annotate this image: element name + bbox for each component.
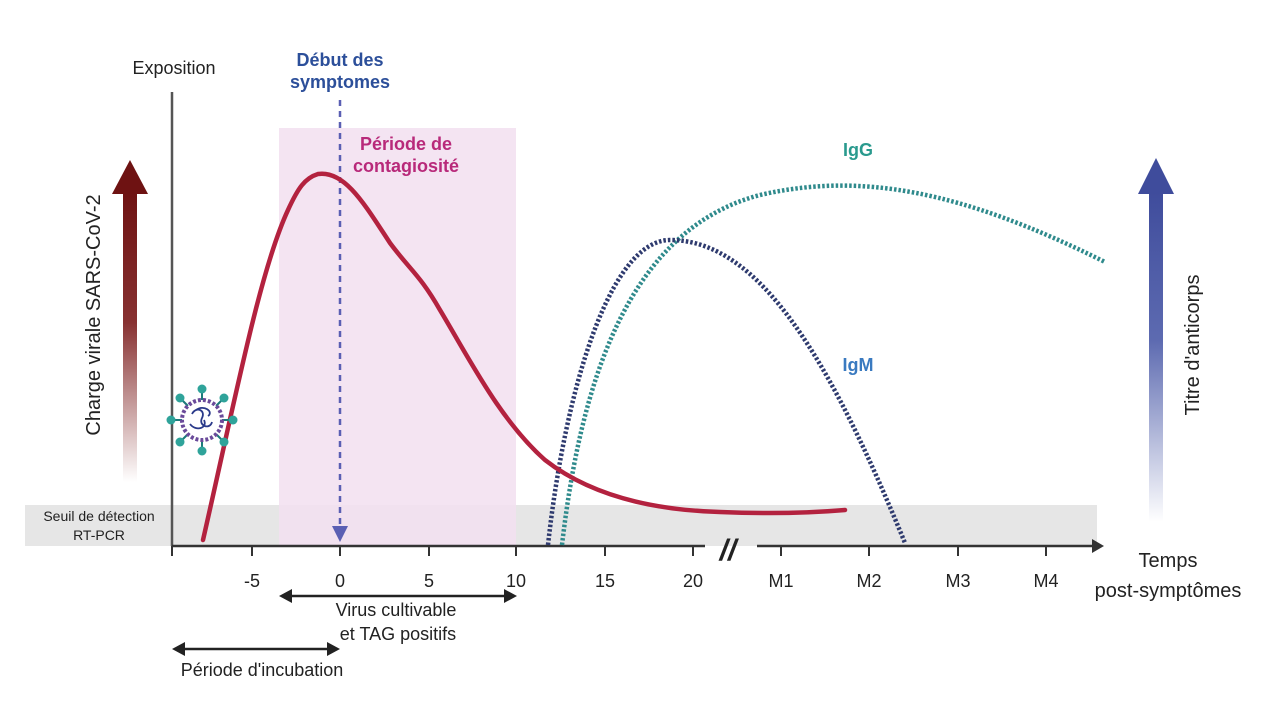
igm-curve	[545, 237, 908, 546]
culturable-virus-label-line1: Virus cultivable	[336, 600, 457, 620]
culturable-virus-range-arrow	[279, 589, 517, 603]
incubation-label: Période d'incubation	[181, 660, 344, 680]
tick-marks	[171, 546, 1047, 556]
time-axis-label-line1: Temps	[1139, 550, 1198, 572]
igm-label: IgM	[843, 355, 874, 375]
symptom-onset-arrowhead	[332, 526, 348, 542]
antibody-axis-label: Titre d'anticorps	[1182, 275, 1204, 416]
tick-label: 5	[424, 571, 434, 591]
tick-label: 0	[335, 571, 345, 591]
x-axis-arrowhead	[1092, 539, 1104, 553]
threshold-label-line1: Seuil de détection	[43, 508, 154, 524]
antibody-arrow	[1138, 158, 1174, 522]
tick-label: 15	[595, 571, 615, 591]
threshold-label-line2: RT-PCR	[73, 527, 125, 543]
virus-icon	[166, 384, 238, 456]
tick-label: M3	[945, 571, 970, 591]
time-axis-label-line2: post-symptômes	[1095, 580, 1242, 602]
tick-label: M2	[856, 571, 881, 591]
symptom-onset-label-line1: Début des	[296, 50, 383, 70]
contagion-label-line2: contagiosité	[353, 156, 459, 176]
tick-label: -5	[244, 571, 260, 591]
tick-label: 10	[506, 571, 526, 591]
tick-label: M4	[1033, 571, 1058, 591]
viral-load-curve	[200, 171, 848, 543]
viral-load-arrow	[112, 160, 148, 482]
contagion-label-line1: Période de	[360, 134, 452, 154]
tick-label: M1	[768, 571, 793, 591]
igg-label: IgG	[843, 140, 873, 160]
incubation-range-arrow	[172, 642, 340, 656]
tick-label: 20	[683, 571, 703, 591]
culturable-virus-label-line2: et TAG positifs	[340, 624, 456, 644]
viral-load-axis-label: Charge virale SARS-CoV-2	[83, 194, 105, 435]
axis-break-mark: //	[718, 534, 739, 567]
symptom-onset-label-line2: symptomes	[290, 72, 390, 92]
exposition-label: Exposition	[132, 58, 215, 78]
contagion-period-band	[279, 128, 516, 546]
igg-curve	[559, 183, 1107, 546]
